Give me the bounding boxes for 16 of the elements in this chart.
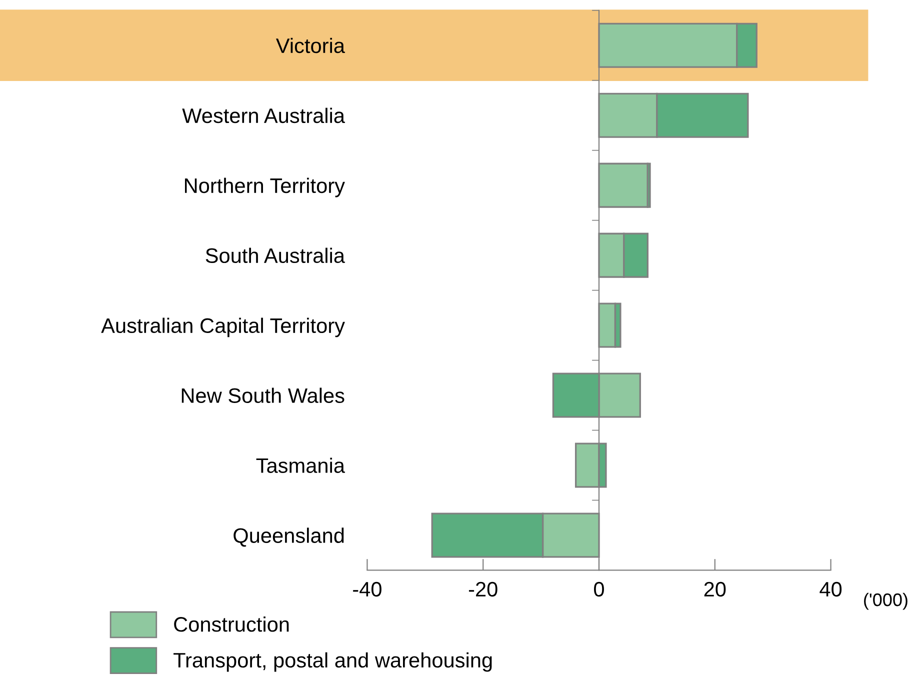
y-tick-label: Australian Capital Territory xyxy=(101,318,345,338)
y-tick-label: Victoria xyxy=(276,38,345,54)
y-tick-label: Northern Territory xyxy=(184,178,345,198)
x-tick-label: -20 xyxy=(468,582,498,597)
x-tick-label: 40 xyxy=(820,582,842,597)
legend-label: Construction xyxy=(174,616,289,632)
x-tick-label: 0 xyxy=(594,582,604,597)
y-tick-label: New South Wales xyxy=(182,388,344,404)
x-tick-label: 20 xyxy=(704,582,726,597)
legend-label: Transport, postal and warehousing xyxy=(174,652,492,672)
y-tick-label: Tasmania xyxy=(256,458,345,473)
y-tick-label: South Australia xyxy=(206,248,345,264)
x-axis-title: ('000) xyxy=(864,592,908,610)
x-tick-label: -40 xyxy=(353,582,382,597)
y-tick-label: Queensland xyxy=(234,528,344,547)
y-tick-label: Western Australia xyxy=(182,108,345,124)
